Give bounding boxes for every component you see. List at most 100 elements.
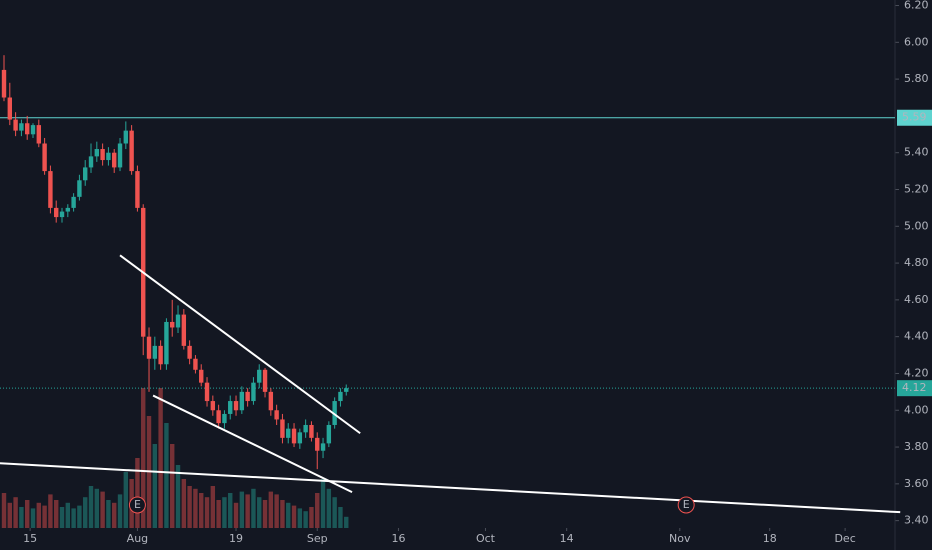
volume-bar [175, 465, 181, 528]
volume-bar [216, 500, 221, 528]
volume-bar [135, 458, 140, 528]
candle-body [222, 413, 227, 424]
volume-bar [170, 444, 175, 528]
volume-bar [1, 493, 7, 528]
candle-body [274, 410, 279, 420]
candle-body [291, 428, 297, 444]
volume-bar [123, 472, 129, 528]
candle-body [129, 130, 134, 172]
volume-bar [199, 493, 204, 528]
volume-bar [297, 508, 303, 528]
volume-bar [280, 500, 285, 528]
volume-bar [65, 502, 71, 528]
volume-bar [54, 500, 59, 528]
y-tick-label: 4.80 [904, 256, 929, 269]
x-tick-label: 16 [391, 532, 405, 545]
y-tick-label: 5.40 [904, 146, 929, 159]
candle-body [233, 401, 239, 411]
candle-body [326, 424, 332, 444]
candle-body [280, 419, 285, 438]
volume-bar [158, 388, 163, 528]
candle-body [251, 382, 256, 402]
volume-bar [164, 423, 169, 528]
volume-bar [36, 502, 42, 528]
candle-body [210, 401, 216, 411]
last-price-bg [897, 380, 932, 397]
candle-body [181, 314, 187, 346]
volume-bar [286, 502, 291, 528]
x-tick-label: Sep [307, 532, 328, 545]
volume-bar [257, 497, 262, 528]
hline-label-bg [897, 109, 932, 126]
candle-body [338, 391, 343, 402]
volume-bar [210, 486, 216, 528]
volume-bar [7, 502, 13, 528]
event-label: E [134, 498, 141, 511]
candle-body [135, 171, 140, 208]
x-tick-label: 18 [763, 532, 777, 545]
volume-bar [193, 488, 198, 528]
volume-bar [245, 494, 250, 528]
volume-bar [338, 507, 343, 528]
volume-bar [77, 505, 82, 528]
y-tick-label: 4.60 [904, 293, 929, 306]
volume-bar [262, 500, 268, 528]
event-marker [677, 496, 695, 514]
volume-bar [228, 493, 233, 528]
y-tick-label: 4.00 [904, 403, 929, 416]
last-price-label: 4.12 [902, 381, 927, 394]
event-marker [128, 496, 146, 514]
candle-body [48, 171, 53, 208]
candle-body [187, 345, 192, 359]
candle-body [158, 345, 163, 365]
volume-bar [94, 488, 100, 528]
y-tick-label: 4.40 [904, 330, 929, 343]
candle-body [193, 358, 198, 370]
volume-bar [326, 488, 332, 528]
candle-body [216, 410, 221, 424]
y-tick-label: 3.80 [904, 440, 929, 453]
volume-bar [112, 502, 117, 528]
volume-bar [100, 491, 105, 528]
volume-bar [106, 500, 111, 528]
x-tick-label: Oct [476, 532, 496, 545]
y-tick-label: 6.20 [904, 0, 929, 12]
volume-bar [71, 508, 76, 528]
candle-body [42, 143, 47, 172]
candle-body [65, 207, 71, 212]
volume-bar [59, 507, 65, 528]
volume-bar [88, 486, 94, 528]
candle-body [170, 321, 175, 328]
candle-body [245, 391, 250, 402]
candle-body [332, 401, 337, 425]
x-tick-label: Aug [127, 532, 148, 545]
candle-body [83, 167, 88, 181]
y-tick-label: 3.60 [904, 477, 929, 490]
candle-body [315, 437, 320, 451]
candle-body [175, 314, 181, 328]
volume-bar [48, 494, 53, 528]
candle-body [309, 424, 314, 438]
candle-body [100, 149, 105, 161]
candle-body [59, 211, 65, 218]
y-tick-label: 4.20 [904, 366, 929, 379]
volume-bar [30, 508, 36, 528]
candle-body [123, 130, 129, 144]
candle-body [320, 443, 326, 451]
volume-bar [141, 388, 146, 528]
candle-body [94, 149, 100, 157]
volume-bar [320, 479, 326, 528]
volume-bar [181, 479, 187, 528]
volume-bar [315, 493, 320, 528]
y-tick-label: 5.20 [904, 182, 929, 195]
volume-bar [187, 486, 192, 528]
candle-body [30, 125, 36, 135]
candle-body [262, 369, 268, 392]
candle-body [152, 345, 158, 359]
volume-bar [25, 500, 30, 528]
volume-bar [233, 502, 239, 528]
volume-bar [332, 497, 337, 528]
volume-bar [222, 497, 227, 528]
candle-body [1, 69, 7, 98]
